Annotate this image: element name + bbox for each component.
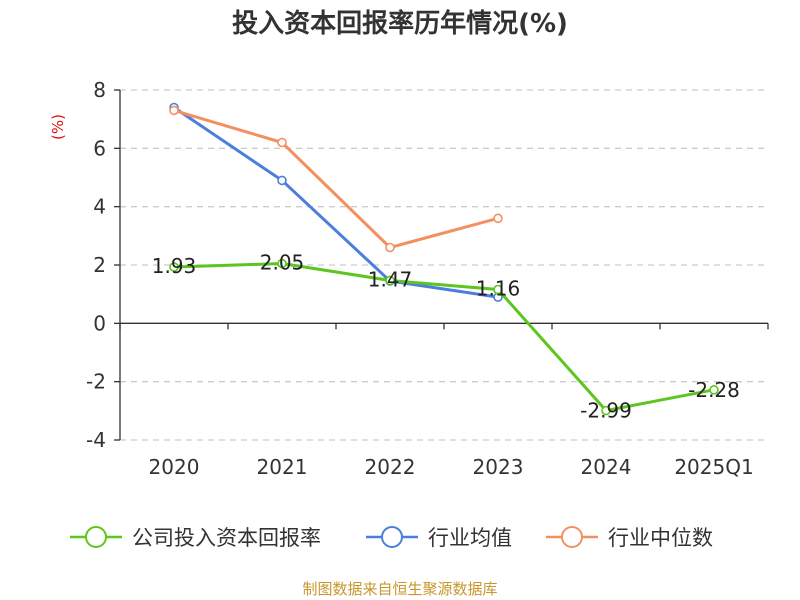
gridlines <box>120 89 768 441</box>
data-label: 1.93 <box>152 254 197 278</box>
data-label: 1.47 <box>368 267 413 291</box>
data-point-s1-1[interactable] <box>277 175 287 186</box>
legend-label-1: 行业均值 <box>428 526 512 550</box>
data-label: -2.99 <box>580 399 632 423</box>
x-tick-label: 2022 <box>365 455 416 479</box>
data-point-s0-3[interactable] <box>493 284 503 295</box>
data-labels: 1.93 2.05 1.47 1.16 -2.99 -2.28 <box>152 251 740 423</box>
data-point-s2-1[interactable] <box>277 137 287 148</box>
data-point-s2-2[interactable] <box>385 242 395 253</box>
x-tick-label: 2023 <box>473 455 524 479</box>
axes: 8 6 4 2 0 -2 -4 2020 2021 2022 2023 2024 2025Q1 <box>86 78 769 479</box>
data-point-s0-5[interactable] <box>709 385 719 395</box>
y-tick-label: 4 <box>93 195 106 219</box>
legend-item-2[interactable]: 行业中位数 <box>546 526 713 550</box>
source-note: 制图数据来自恒生聚源数据库 <box>302 580 497 598</box>
data-point-s2-3[interactable] <box>493 213 503 224</box>
data-point-s0-0[interactable] <box>169 262 179 272</box>
y-tick-label: -4 <box>86 428 106 452</box>
y-tick-label: 8 <box>93 78 106 102</box>
data-label: 2.05 <box>260 251 305 275</box>
data-point-s2-0[interactable] <box>169 105 179 116</box>
data-point-s0-1[interactable] <box>277 258 287 269</box>
y-tick-label: 0 <box>93 311 106 335</box>
data-point-s0-2[interactable] <box>385 275 395 286</box>
data-point-s0-4[interactable] <box>601 405 611 416</box>
x-tick-label: 2020 <box>149 455 200 479</box>
series-line-0 <box>173 262 715 413</box>
x-tick-label: 2025Q1 <box>674 455 753 479</box>
x-tick-label: 2021 <box>257 455 308 479</box>
legend-marker-1 <box>381 526 403 548</box>
series-line-1 <box>173 106 499 299</box>
y-axis-unit-label: (%) <box>49 114 67 140</box>
chart-title: 投入资本回报率历年情况(%) <box>232 8 568 39</box>
legend-marker-0 <box>85 526 107 548</box>
legend-item-1[interactable]: 行业均值 <box>366 526 512 550</box>
legend-marker-2 <box>561 526 583 548</box>
legend-label-0: 公司投入资本回报率 <box>132 526 321 550</box>
y-tick-label: 6 <box>93 136 106 160</box>
y-tick-label: -2 <box>86 370 106 394</box>
series-line-2 <box>173 108 499 249</box>
series-lines <box>169 102 719 416</box>
legend-label-2: 行业中位数 <box>608 526 713 550</box>
x-tick-label: 2024 <box>581 455 632 479</box>
data-label: 1.16 <box>476 277 521 301</box>
legend-item-0[interactable]: 公司投入资本回报率 <box>70 526 321 550</box>
legend[interactable]: 公司投入资本回报率 行业均值 行业中位数 <box>70 526 713 550</box>
data-label: -2.28 <box>688 378 740 402</box>
y-tick-label: 2 <box>93 253 106 277</box>
